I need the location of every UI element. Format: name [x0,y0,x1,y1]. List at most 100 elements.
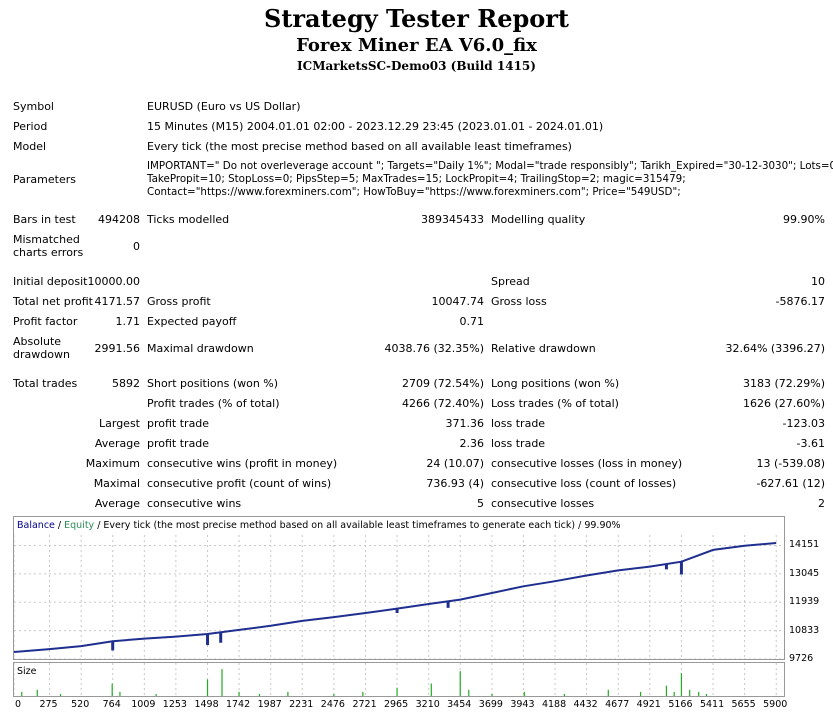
balance-chart-svg [14,535,784,659]
short-positions-value: 2709 (72.54%) [401,377,484,390]
average-profit-value: 2.36 [459,437,485,450]
deposit-label: Initial deposit [13,275,88,288]
average-loss-value: -3.61 [796,437,825,450]
y-tick-label: 11939 [789,596,820,608]
gross-profit-label: Gross profit [147,295,211,308]
gross-loss-label: Gross loss [491,295,547,308]
x-tick-label: 1987 [258,699,282,710]
period-label: Period [13,120,48,133]
x-tick-label: 5900 [763,699,787,710]
rel-drawdown-value: 32.64% (3396.27) [725,342,825,355]
maximal-profit-label: consecutive profit (count of wins) [147,477,332,490]
x-tick-label: 275 [39,699,57,710]
profit-trades-value: 4266 (72.40%) [401,397,484,410]
profit-trades-label: Profit trades (% of total) [147,397,280,410]
y-tick-label: 13045 [789,567,820,579]
largest-loss-value: -123.03 [782,417,825,430]
x-tick-label: 2721 [352,699,376,710]
size-label: Size [17,666,37,677]
profit-factor-label: Profit factor [13,315,78,328]
deposit-value: 10000.00 [87,275,141,288]
max-cons-wins-value: 24 (10.07) [426,457,484,470]
long-positions-label: Long positions (won %) [491,377,620,390]
avg-cons-wins-label: consecutive wins [147,497,242,510]
parameters-line-1: IMPORTANT=" Do not overleverage account … [147,160,833,172]
short-positions-label: Short positions (won %) [147,377,279,390]
period-value: 15 Minutes (M15) 2004.01.01 02:00 - 2023… [147,120,604,133]
x-tick-label: 4677 [605,699,629,710]
y-tick-label: 10833 [789,624,820,636]
quality-label: Modelling quality [491,213,586,226]
x-tick-label: 2231 [289,699,313,710]
bars-label: Bars in test [13,213,76,226]
ticks-value: 389345433 [421,213,484,226]
avg-cons-losses-value: 2 [818,497,825,510]
gross-profit-value: 10047.74 [431,295,485,308]
legend-balance: Balance [17,520,55,531]
spread-label: Spread [491,275,530,288]
maximum-label: Maximum [85,457,140,470]
size-chart-svg [14,663,777,696]
abs-drawdown-label-2: drawdown [13,348,70,361]
spread-value: 10 [811,275,825,288]
x-tick-label: 2965 [384,699,408,710]
x-tick-label: 4188 [542,699,566,710]
net-profit-value: 4171.57 [94,295,141,308]
largest-loss-label: loss trade [491,417,546,430]
size-chart: Size [13,662,785,697]
symbol-label: Symbol [13,100,54,113]
legend-equity: Equity [64,520,95,531]
abs-drawdown-label-1: Absolute [13,335,62,348]
server-name: ICMarketsSC-Demo03 (Build 1415) [297,59,536,73]
max-drawdown-label: Maximal drawdown [147,342,254,355]
chart-legend: Balance / Equity / Every tick (the most … [17,519,621,532]
y-tick-label: 14151 [789,539,820,551]
x-tick-label: 4432 [573,699,597,710]
model-label: Model [13,140,47,153]
x-tick-label: 1742 [226,699,250,710]
largest-profit-value: 371.36 [445,417,485,430]
avg-cons-losses-label: consecutive losses [491,497,595,510]
quality-value: 99.90% [783,213,825,226]
parameters-line-2: TakePropit=10; StopLoss=0; PipsStep=5; M… [147,173,686,185]
ea-name: Forex Miner EA V6.0_fix [296,35,537,56]
x-tick-label: 3454 [447,699,471,710]
bars-value: 494208 [98,213,140,226]
loss-trades-value: 1626 (27.60%) [742,397,825,410]
x-tick-label: 1253 [163,699,187,710]
x-tick-label: 520 [71,699,89,710]
avg-cons-wins-value: 5 [477,497,484,510]
x-tick-label: 1009 [131,699,155,710]
total-trades-value: 5892 [112,377,140,390]
x-tick-label: 1498 [194,699,218,710]
x-tick-label: 0 [15,699,21,710]
largest-label: Largest [99,417,140,430]
max-cons-losses-label: consecutive losses (loss in money) [491,457,683,470]
abs-drawdown-value: 2991.56 [94,342,141,355]
maximal-loss-value: -627.61 (12) [756,477,825,490]
x-tick-label: 3943 [510,699,534,710]
parameters-line-3: Contact="https://www.forexminers.com"; H… [147,186,681,198]
symbol-value: EURUSD (Euro vs US Dollar) [147,100,301,113]
average-2-label: Average [94,497,140,510]
x-tick-label: 5411 [700,699,724,710]
maximal-profit-value: 736.93 (4) [426,477,484,490]
profit-factor-value: 1.71 [115,315,141,328]
average-label: Average [94,437,140,450]
x-tick-label: 5166 [668,699,692,710]
ticks-label: Ticks modelled [147,213,230,226]
loss-trades-label: Loss trades (% of total) [491,397,619,410]
expected-payoff-label: Expected payoff [147,315,237,328]
mismatch-label-2: charts errors [13,246,84,259]
max-cons-losses-value: 13 (-539.08) [756,457,825,470]
x-tick-label: 4921 [637,699,661,710]
report-title: Strategy Tester Report [263,4,570,33]
x-tick-label: 5655 [732,699,756,710]
mismatch-label-1: Mismatched [13,233,80,246]
x-tick-label: 3210 [416,699,440,710]
legend-separator: / [54,520,65,531]
y-tick-label: 9726 [789,653,814,664]
average-loss-label: loss trade [491,437,546,450]
x-tick-label: 3699 [479,699,503,710]
mismatch-value: 0 [133,240,140,253]
